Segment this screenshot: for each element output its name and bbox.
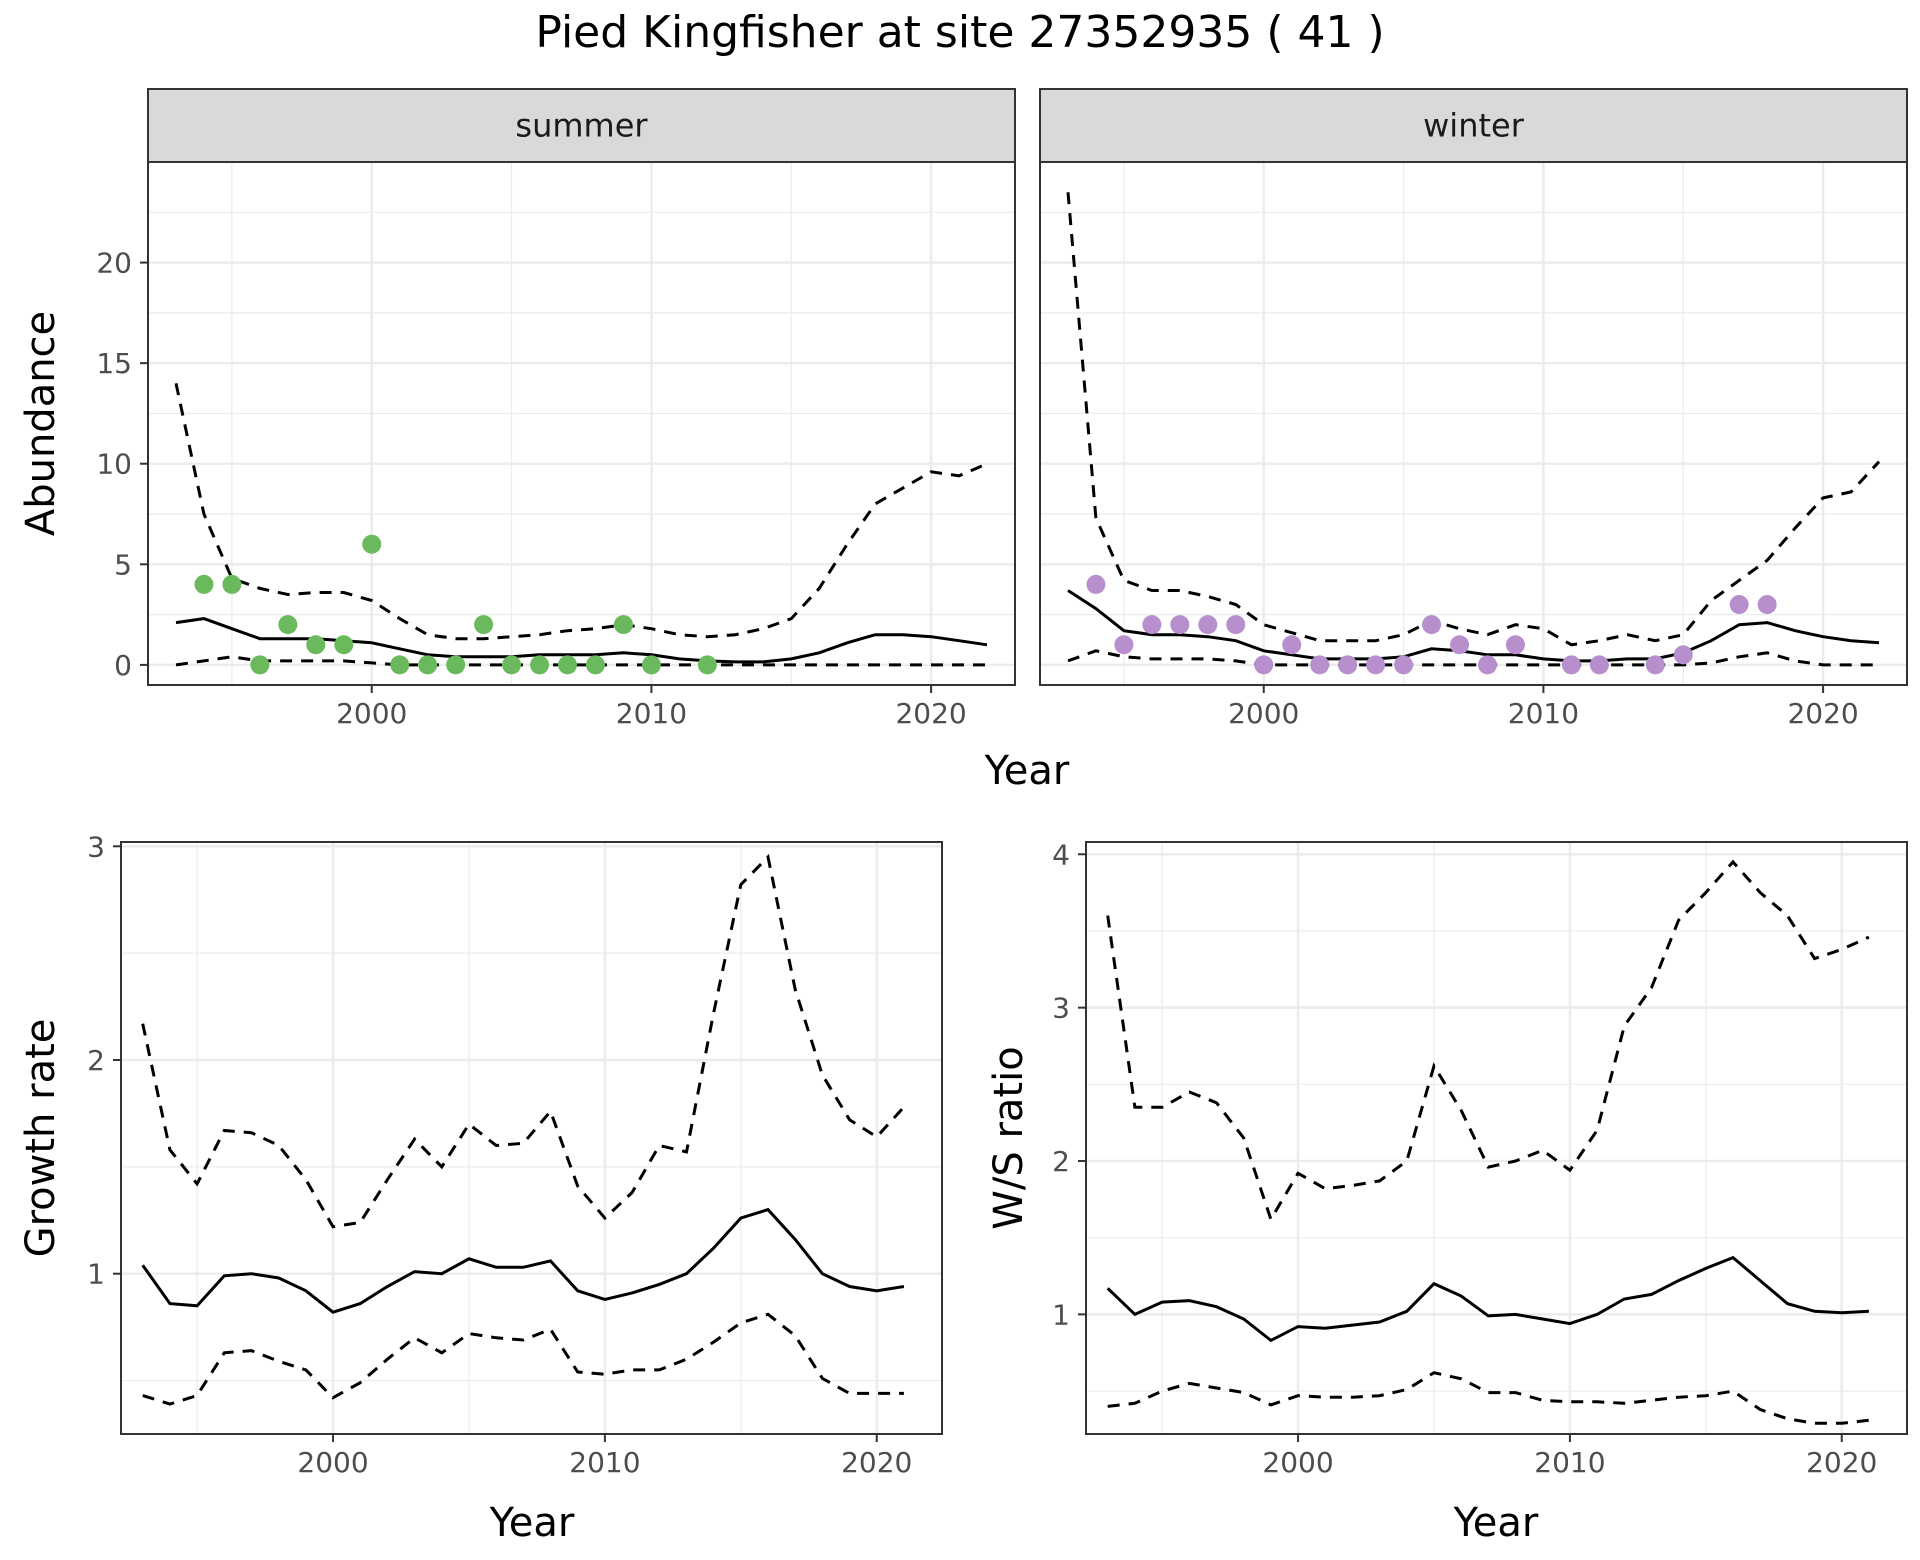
x-axis-title: Year	[1453, 1500, 1539, 1546]
observed-point	[1450, 635, 1470, 655]
observed-point	[1366, 655, 1386, 675]
y-tick-label: 2	[1052, 1145, 1070, 1178]
observed-point	[1114, 635, 1134, 655]
observed-point	[1673, 645, 1693, 665]
upper-bound-line	[1106, 859, 1870, 1223]
observed-point	[222, 574, 242, 594]
observed-point	[1757, 595, 1777, 615]
y-tick-label: 15	[96, 347, 132, 380]
observed-point	[530, 655, 550, 675]
panel-background	[148, 162, 1015, 685]
upper-bound-line	[1066, 192, 1881, 647]
observed-point	[194, 574, 214, 594]
observed-point	[558, 655, 578, 675]
observed-point	[1589, 655, 1609, 675]
y-axis-title: W/S ratio	[986, 1046, 1032, 1229]
lower-bound-line	[1067, 649, 1879, 667]
observed-point	[1505, 635, 1525, 655]
observed-point	[1645, 655, 1665, 675]
observed-point	[390, 655, 410, 675]
observed-point	[1198, 615, 1218, 635]
chart-title: Pied Kingfisher at site 27352935 ( 41 )	[535, 7, 1384, 58]
observed-point	[1394, 655, 1414, 675]
observed-point	[278, 615, 298, 635]
panel-winter: winter 2000 2010 2020	[1039, 88, 1908, 730]
observed-point	[334, 635, 354, 655]
observed-point	[585, 655, 605, 675]
panel-summer: summer 2000 2010 2020 0 5 10 15 20 Abundance	[18, 88, 1016, 730]
observed-point	[1477, 655, 1497, 675]
lower-bound-line	[1107, 1371, 1870, 1425]
observed-point	[1561, 655, 1581, 675]
observed-point	[1254, 655, 1274, 675]
y-tick-label: 10	[96, 448, 132, 481]
x-tick-label: 2010	[569, 1446, 640, 1479]
facet-strip	[1039, 88, 1908, 163]
y-tick-label: 5	[114, 548, 132, 581]
observed-point	[362, 534, 382, 554]
fitted-line	[141, 1207, 905, 1314]
x-tick-label: 2000	[297, 1446, 368, 1479]
panel-border	[120, 841, 943, 1435]
observed-point	[446, 655, 466, 675]
x-tick-label: 2000	[336, 697, 407, 730]
panel-background	[1086, 842, 1907, 1434]
lower-bound-line	[175, 655, 987, 667]
x-axis-title: Year	[489, 1500, 575, 1546]
x-tick-label: 2010	[1508, 697, 1579, 730]
fitted-line	[1067, 589, 1880, 663]
observed-point	[1282, 635, 1302, 655]
observed-point	[306, 635, 326, 655]
y-tick-label: 2	[87, 1044, 105, 1077]
observed-point	[1086, 574, 1106, 594]
panel-background	[1040, 162, 1907, 685]
observed-point	[250, 655, 270, 675]
y-tick-label: 3	[87, 830, 105, 863]
x-tick-label: 2020	[1787, 697, 1858, 730]
y-tick-label: 1	[1052, 1298, 1070, 1331]
x-tick-label: 2000	[1262, 1446, 1333, 1479]
observed-point	[1310, 655, 1330, 675]
upper-bound-line	[141, 853, 906, 1229]
y-tick-label: 4	[1052, 838, 1070, 871]
panel-background	[121, 842, 942, 1434]
observed-point	[1338, 655, 1358, 675]
x-tick-label: 2010	[616, 697, 687, 730]
y-tick-label: 3	[1052, 992, 1070, 1025]
observed-point	[641, 655, 661, 675]
x-tick-label: 2000	[1228, 697, 1299, 730]
x-tick-label: 2020	[1806, 1446, 1877, 1479]
observed-point	[1226, 615, 1246, 635]
facet-strip	[147, 88, 1016, 163]
lower-bound-line	[142, 1312, 904, 1406]
observed-point	[418, 655, 438, 675]
x-tick-label: 2020	[841, 1446, 912, 1479]
y-tick-label: 20	[96, 247, 132, 280]
observed-point	[1729, 595, 1749, 615]
facet-strip-label: summer	[515, 107, 648, 145]
observed-point	[474, 615, 494, 635]
observed-point	[1422, 615, 1442, 635]
y-axis-title: Abundance	[18, 311, 64, 536]
observed-point	[613, 615, 633, 635]
upper-bound-line	[174, 382, 988, 641]
facet-strip-label: winter	[1423, 107, 1525, 145]
fitted-line	[1106, 1255, 1869, 1343]
panel-border	[1085, 841, 1908, 1435]
y-axis-title: Growth rate	[18, 1019, 64, 1258]
observed-point	[502, 655, 522, 675]
x-tick-label: 2010	[1534, 1446, 1605, 1479]
y-tick-label: 1	[87, 1258, 105, 1291]
observed-point	[1142, 615, 1162, 635]
panel-ws: 2000 2010 2020 1 2 3 4 W/S ratio Year	[986, 838, 1908, 1546]
x-axis-title-abundance: Year	[984, 748, 1070, 794]
y-tick-label: 0	[114, 649, 132, 682]
observed-point	[1170, 615, 1190, 635]
x-tick-label: 2020	[895, 697, 966, 730]
observed-point	[697, 655, 717, 675]
panel-growth: 2000 2010 2020 1 2 3 Growth rate Year	[18, 830, 943, 1546]
